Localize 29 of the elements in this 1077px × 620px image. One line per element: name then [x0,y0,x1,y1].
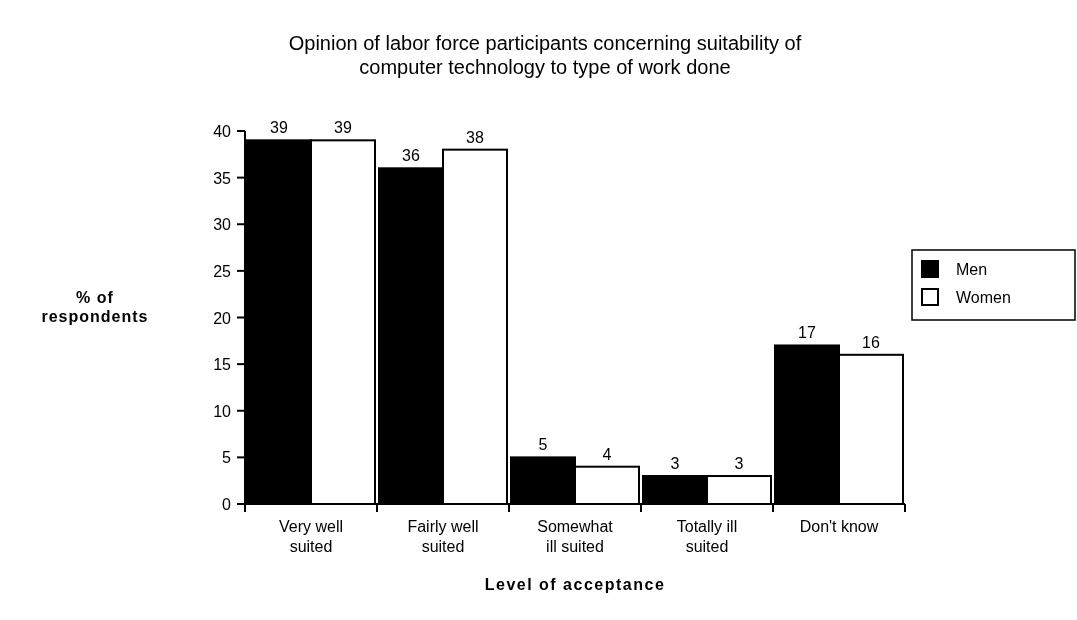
y-tick-label: 40 [213,123,232,140]
x-axis-title: Level of acceptance [484,576,666,593]
x-tick-label: Somewhat ill suited [537,518,614,555]
y-tick-label: 0 [222,496,232,513]
data-label: 3 [670,455,680,473]
data-label: 39 [334,119,352,137]
y-tick-label: 20 [213,309,232,327]
data-label: 38 [466,128,484,146]
y-tick-label: 5 [222,449,232,467]
y-tick-label: 10 [213,402,232,420]
chart-title: Opinion of labor force participants concerning suitability of computer technology to type of work done [288,32,802,78]
legend-label: Men [956,261,988,278]
x-tick-label: Totally ill suited [676,518,738,555]
data-label: 4 [602,445,612,463]
x-tick-label: Don't know [799,518,879,535]
x-tick-label: Fairly well suited [407,518,479,555]
y-tick-label: 15 [213,356,232,374]
data-label: 17 [798,324,816,342]
data-label: 16 [862,333,880,351]
data-label: 5 [538,436,548,454]
x-tick-label: Very well suited [278,518,344,555]
data-label: 39 [270,119,288,137]
y-tick-label: 25 [213,262,232,280]
data-label: 36 [402,147,420,165]
y-tick-label: 30 [213,216,232,234]
y-tick-label: 35 [213,169,232,187]
y-axis-title: % of respondents [41,289,149,325]
legend-label: Women [956,289,1011,306]
data-label: 3 [734,455,744,473]
